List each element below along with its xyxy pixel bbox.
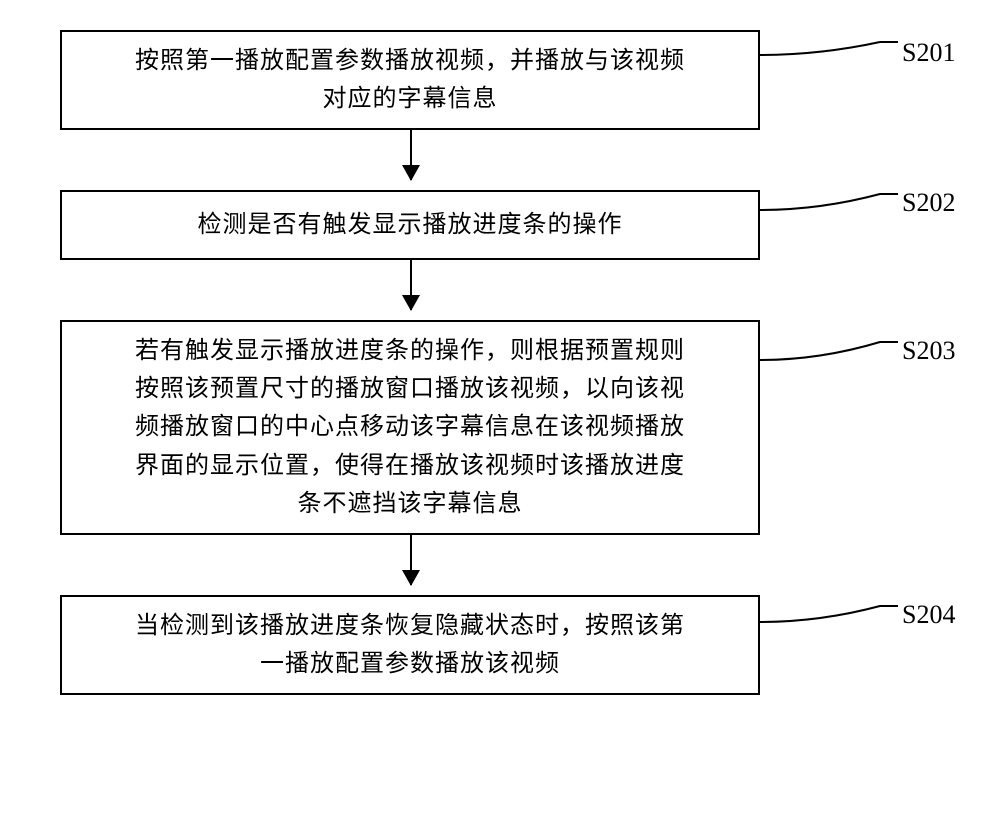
node-text: 按照第一播放配置参数播放视频，并播放与该视频 对应的字幕信息 [135,42,685,119]
flow-arrow [410,260,412,310]
node-text: 检测是否有触发显示播放进度条的操作 [198,206,623,244]
leader-line [760,604,900,634]
node-text-line: 一播放配置参数播放该视频 [260,651,560,677]
flow-node-s202: 检测是否有触发显示播放进度条的操作 [60,190,760,260]
node-text-line: 若有触发显示播放进度条的操作，则根据预置规则 [135,338,685,364]
flow-node-s203: 若有触发显示播放进度条的操作，则根据预置规则 按照该预置尺寸的播放窗口播放该视频… [60,320,760,535]
step-label-s202: S202 [902,188,955,218]
step-label-s204: S204 [902,600,955,630]
node-text-line: 界面的显示位置，使得在播放该视频时该播放进度 [135,453,685,479]
node-text-line: 按照第一播放配置参数播放视频，并播放与该视频 [135,48,685,74]
leader-line [760,40,900,70]
flow-node-s201: 按照第一播放配置参数播放视频，并播放与该视频 对应的字幕信息 [60,30,760,130]
node-text: 当检测到该播放进度条恢复隐藏状态时，按照该第 一播放配置参数播放该视频 [135,607,685,684]
step-label-s203: S203 [902,336,955,366]
node-text-line: 对应的字幕信息 [323,86,498,112]
leader-line [760,192,900,222]
flow-node-s204: 当检测到该播放进度条恢复隐藏状态时，按照该第 一播放配置参数播放该视频 [60,595,760,695]
node-text-line: 当检测到该播放进度条恢复隐藏状态时，按照该第 [135,613,685,639]
node-text-line: 检测是否有触发显示播放进度条的操作 [198,212,623,238]
node-text-line: 按照该预置尺寸的播放窗口播放该视频，以向该视 [135,376,685,402]
leader-line [760,340,900,370]
flow-arrow [410,130,412,180]
step-label-s201: S201 [902,38,955,68]
node-text: 若有触发显示播放进度条的操作，则根据预置规则 按照该预置尺寸的播放窗口播放该视频… [135,332,685,524]
node-text-line: 条不遮挡该字幕信息 [298,491,523,517]
flow-arrow [410,535,412,585]
node-text-line: 频播放窗口的中心点移动该字幕信息在该视频播放 [135,414,685,440]
